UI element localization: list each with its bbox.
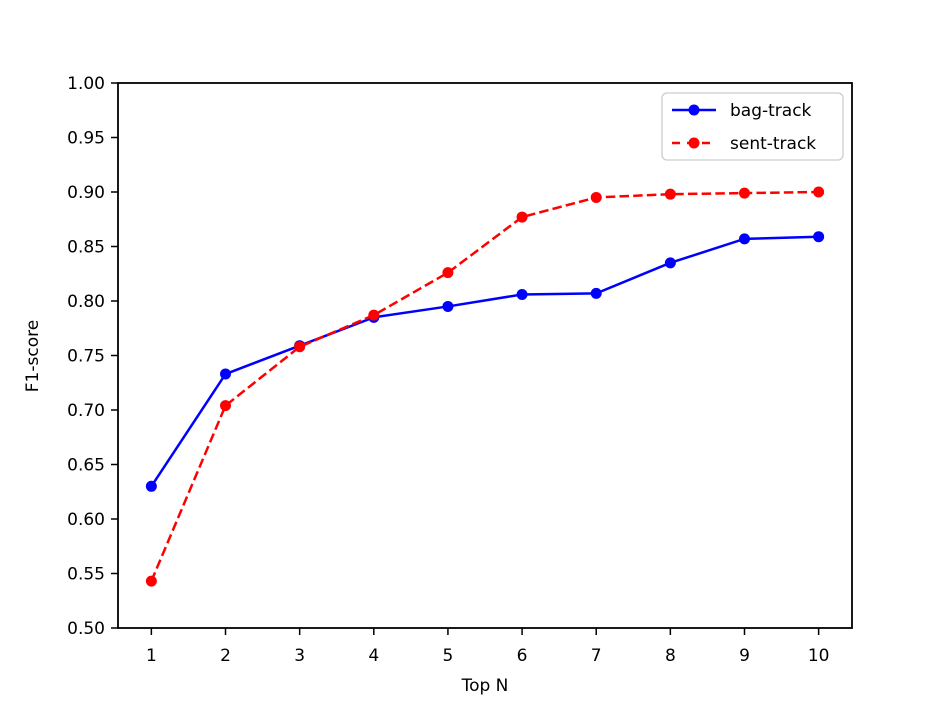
series-sent-track-line [150, 190, 819, 582]
legend-item-label: bag-track [730, 101, 812, 121]
x-tick-label: 9 [739, 646, 750, 666]
series-sent-track-marker [738, 187, 750, 199]
series-bag-track-marker [220, 368, 232, 380]
x-tick-label: 6 [517, 646, 528, 666]
series-sent-track-marker [368, 309, 380, 321]
x-tick-label: 8 [665, 646, 676, 666]
series-bag-track-marker [813, 231, 825, 243]
series-sent-track-marker [294, 341, 306, 353]
series-bag-track-marker [590, 287, 602, 299]
x-tick-label: 4 [368, 646, 379, 666]
y-axis-label: F1-score [23, 320, 43, 392]
series-sent-track-marker [442, 267, 454, 279]
series-bag-track-marker [738, 233, 750, 245]
x-tick-label: 1 [146, 646, 157, 666]
y-tick-label: 0.95 [67, 129, 105, 149]
series-sent-track-marker [220, 400, 232, 412]
series-sent-track-marker [664, 188, 676, 200]
y-tick-label: 0.90 [67, 183, 105, 203]
y-tick-label: 0.65 [67, 456, 105, 476]
plot-frame [117, 82, 853, 629]
series-bag-track-marker [442, 300, 454, 312]
x-tick-label: 7 [591, 646, 602, 666]
y-tick-label: 0.80 [67, 292, 105, 312]
y-tick-label: 0.85 [67, 238, 105, 258]
series-sent-track-marker [145, 575, 157, 587]
legend-sample-marker-sent-track [688, 137, 700, 149]
series-sent-track-marker [813, 186, 825, 198]
series-sent-track-marker [590, 191, 602, 203]
x-tick-label: 5 [443, 646, 454, 666]
series-bag-track-marker [516, 288, 528, 300]
series-bag-track-marker [664, 257, 676, 269]
legend-sample-marker-bag-track [688, 104, 700, 116]
series-sent-track-marker [516, 211, 528, 223]
x-axis-label: Top N [461, 676, 509, 696]
y-tick-label: 0.60 [67, 510, 105, 530]
y-tick-label: 1.00 [67, 74, 105, 94]
x-tick-label: 3 [294, 646, 305, 666]
series-bag-track-line [150, 235, 819, 487]
y-tick-label: 0.75 [67, 347, 105, 367]
x-tick-label: 2 [220, 646, 231, 666]
series-bag-track-marker [145, 480, 157, 492]
y-tick-label: 0.70 [67, 401, 105, 421]
legend-item-label: sent-track [730, 134, 816, 154]
x-tick-label: 10 [808, 646, 830, 666]
y-tick-label: 0.50 [67, 619, 105, 639]
y-tick-label: 0.55 [67, 565, 105, 585]
